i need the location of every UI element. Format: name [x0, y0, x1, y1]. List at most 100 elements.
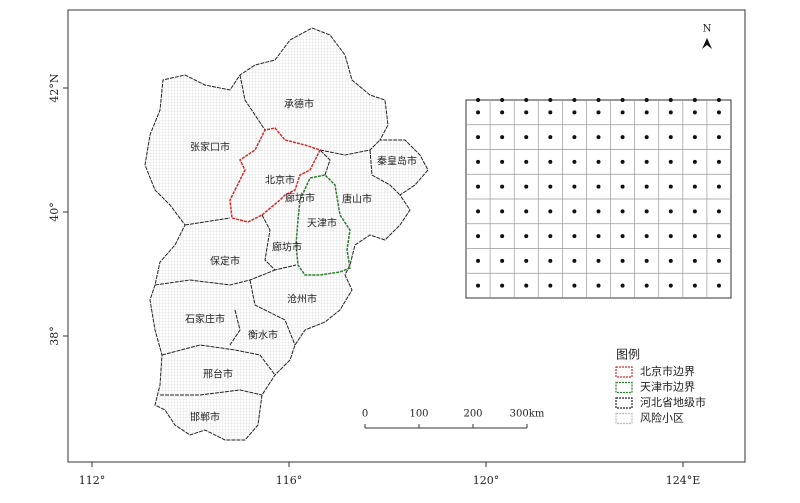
inset-dot: [644, 159, 649, 164]
scale-label: 300km: [510, 409, 545, 420]
inset-dot: [476, 234, 481, 239]
hebei-outline: [144, 27, 429, 441]
inset-dot: [596, 135, 601, 140]
legend-swatch: [615, 381, 633, 394]
inset-dot: [716, 135, 721, 140]
legend-label: 风险小区: [640, 411, 684, 425]
inset-dot: [572, 184, 577, 189]
inset-dot: [500, 258, 505, 263]
inset-dot: [476, 283, 481, 288]
lon-label: 124°E: [666, 474, 701, 487]
inset-dot: [644, 258, 649, 263]
inset-dot: [476, 159, 481, 164]
inset-dot: [716, 110, 721, 115]
city-label: 天津市: [307, 217, 337, 230]
lon-label: 116°: [276, 474, 303, 487]
inset-dot: [548, 283, 553, 288]
inset-dot: [548, 258, 553, 263]
inset-dot: [572, 258, 577, 263]
city-label: 北京市: [265, 174, 295, 187]
risk-grid-inset: [465, 98, 732, 299]
inset-dot: [500, 110, 505, 115]
inset-dot: [596, 209, 601, 214]
inset-dot: [716, 283, 721, 288]
inset-dot: [548, 234, 553, 239]
inset-dot: [644, 234, 649, 239]
inset-dot: [548, 184, 553, 189]
inset-dot: [524, 234, 529, 239]
legend-swatch: [615, 412, 633, 425]
legend-swatch: [615, 366, 633, 378]
inset-dot: [620, 258, 625, 263]
inset-dot: [644, 184, 649, 189]
inset-dot: [500, 159, 505, 164]
inset-dot: [716, 159, 721, 164]
lat-label: 40°: [48, 202, 61, 222]
inset-dot: [620, 135, 625, 140]
inset-dot: [668, 159, 673, 164]
city-label: 保定市: [210, 255, 240, 268]
inset-dot: [668, 283, 673, 288]
inset-dot: [596, 159, 601, 164]
inset-dot: [524, 209, 529, 214]
inset-dot: [476, 258, 481, 263]
inset-dot: [644, 283, 649, 288]
inset-dot: [716, 258, 721, 263]
inset-dot: [572, 283, 577, 288]
lat-label: 42°N: [48, 73, 61, 102]
inset-dot: [572, 159, 577, 164]
inset-dot: [524, 258, 529, 263]
inset-dot: [476, 98, 481, 102]
inset-dot: [620, 283, 625, 288]
inset-dot: [620, 159, 625, 164]
inset-dot: [668, 209, 673, 214]
inset-dot: [596, 234, 601, 239]
inset-dot: [692, 135, 697, 140]
inset-dot: [548, 110, 553, 115]
inset-dot: [572, 98, 577, 102]
lat-label: 38°: [48, 326, 61, 346]
inset-dot: [500, 234, 505, 239]
lon-label: 112°: [79, 474, 106, 487]
inset-dot: [644, 209, 649, 214]
city-label: 石家庄市: [185, 313, 225, 326]
north-label: N: [703, 24, 712, 35]
inset-dot: [548, 98, 553, 102]
city-label: 衡水市: [248, 329, 278, 342]
inset-dot: [548, 159, 553, 164]
inset-dot: [500, 98, 505, 102]
inset-dot: [668, 110, 673, 115]
legend-label: 河北省地级市: [640, 395, 706, 409]
inset-dot: [524, 135, 529, 140]
inset-dot: [716, 209, 721, 214]
city-label: 秦皇岛市: [377, 155, 417, 168]
inset-dot: [500, 184, 505, 189]
inset-dot: [572, 234, 577, 239]
inset-dot: [524, 159, 529, 164]
city-label: 邯郸市: [190, 411, 220, 424]
inset-dot: [716, 184, 721, 189]
inset-dot: [572, 110, 577, 115]
inset-dot: [620, 98, 625, 102]
inset-dot: [692, 283, 697, 288]
inset-dot: [668, 234, 673, 239]
city-label: 廊坊市: [272, 241, 302, 254]
inset-dot: [596, 110, 601, 115]
inset-dot: [620, 234, 625, 239]
inset-dot: [500, 209, 505, 214]
city-label: 邢台市: [203, 368, 233, 381]
map-frame: [67, 9, 746, 463]
inset-dot: [620, 110, 625, 115]
inset-dot: [716, 234, 721, 239]
inset-dot: [716, 98, 721, 102]
inset-dot: [572, 209, 577, 214]
city-label: 廊坊市: [285, 192, 315, 205]
legend-label: 北京市边界: [640, 364, 695, 378]
legend-title: 图例: [616, 348, 640, 362]
inset-dot: [644, 98, 649, 102]
inset-dot: [500, 283, 505, 288]
inset-dot: [692, 209, 697, 214]
inset-dot: [668, 98, 673, 102]
